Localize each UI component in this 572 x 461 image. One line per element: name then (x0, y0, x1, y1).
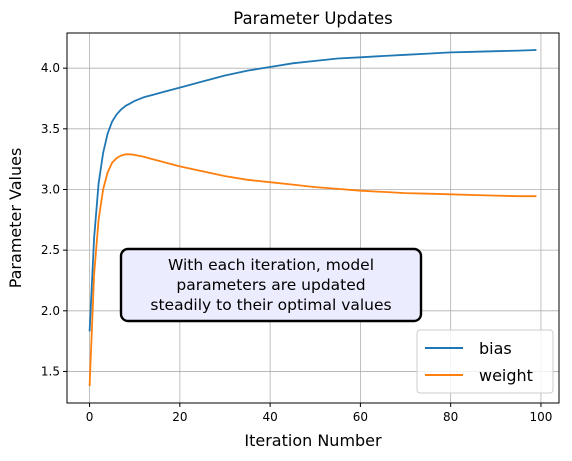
plot-frame (66, 32, 560, 404)
y-tick-label: 1.5 (41, 364, 60, 378)
legend-label-bias: bias (479, 339, 512, 358)
x-tick-label: 20 (172, 410, 187, 424)
annotation-box: With each iteration, model parameters ar… (119, 247, 423, 323)
x-tick-label: 100 (529, 410, 552, 424)
y-tick-label: 3.0 (41, 182, 60, 196)
x-tick-label: 80 (443, 410, 458, 424)
y-tick-label: 2.0 (41, 304, 60, 318)
y-axis-title: Parameter Values (6, 148, 25, 289)
annotation-line-1: With each iteration, model (168, 256, 374, 274)
y-tick-label: 3.5 (41, 122, 60, 136)
y-tick-label: 2.5 (41, 243, 60, 257)
series-line-weight (88, 153, 537, 387)
series-line-bias (88, 49, 537, 332)
annotation-line-3: steadily to their optimal values (150, 296, 391, 314)
legend: bias weight (416, 329, 554, 394)
legend-frame (416, 329, 554, 394)
x-tick-label: 40 (262, 410, 277, 424)
x-axis-title: Iteration Number (244, 431, 382, 450)
y-tick-label: 4.0 (41, 61, 60, 75)
series-lines (88, 49, 537, 387)
x-tick-label: 0 (86, 410, 94, 424)
axis-ticks: 0 20 40 60 80 100 1.5 2.0 2.5 3.0 3.5 4.0 (41, 61, 552, 424)
x-tick-label: 60 (353, 410, 368, 424)
legend-label-weight: weight (479, 366, 533, 385)
annotation-line-2: parameters are updated (176, 276, 365, 294)
chart-title: Parameter Updates (233, 9, 392, 28)
annotation-frame (119, 247, 423, 323)
